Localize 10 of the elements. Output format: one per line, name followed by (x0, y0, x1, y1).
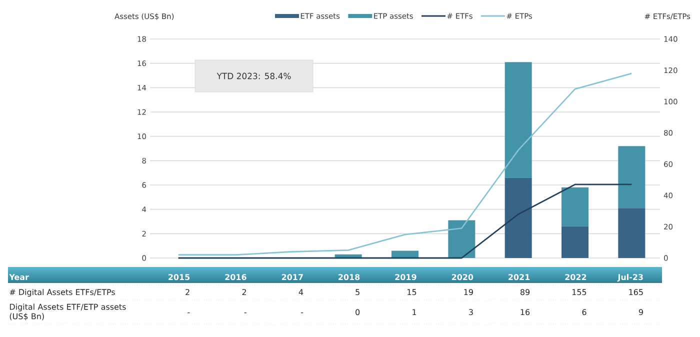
bar (618, 146, 646, 208)
bar (504, 178, 532, 258)
bar (562, 187, 589, 226)
bar (504, 62, 532, 178)
bar (562, 226, 589, 258)
bar (448, 220, 476, 258)
line-series (178, 72, 632, 256)
bar (618, 208, 646, 258)
annotation: YTD 2023: 58.4% (216, 72, 291, 80)
bar (392, 250, 419, 258)
